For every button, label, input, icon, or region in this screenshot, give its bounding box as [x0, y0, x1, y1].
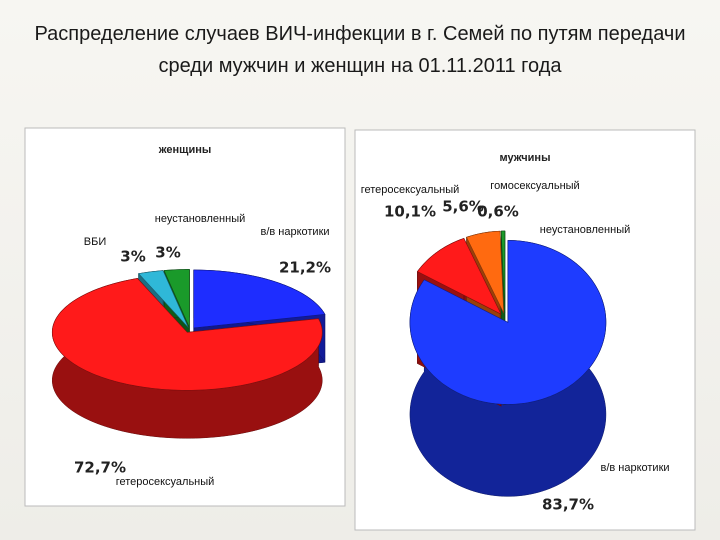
slice	[137, 270, 189, 328]
category-label: гомосексуальный	[490, 180, 579, 192]
value-label: 21,2%	[279, 259, 331, 277]
category-label: неустановленный	[155, 213, 246, 225]
category-label: гетеросексуальный	[116, 476, 215, 488]
slice	[193, 269, 326, 329]
category-label: неустановленный	[540, 224, 631, 236]
slice	[51, 278, 323, 391]
value-label: 0,6%	[477, 203, 519, 221]
value-label: 5,6%	[442, 198, 484, 216]
category-label: в/в наркотики	[260, 226, 329, 238]
slice	[466, 230, 505, 314]
category-label: гетеросексуальный	[361, 184, 460, 196]
category-label: ВБИ	[84, 236, 106, 248]
slide-title: Распределение случаев ВИЧ-инфекции в г. …	[34, 23, 686, 77]
slice	[163, 269, 190, 328]
slice	[500, 230, 506, 313]
chart-title: женщины	[158, 144, 212, 156]
value-label: 3%	[120, 248, 145, 266]
slice	[409, 240, 607, 405]
value-label: 10,1%	[384, 203, 436, 221]
value-label: 83,7%	[542, 496, 594, 514]
value-label: 3%	[155, 244, 180, 262]
chart-title: мужчины	[500, 152, 551, 164]
category-label: в/в наркотики	[600, 462, 669, 474]
value-label: 72,7%	[74, 459, 126, 477]
slice	[416, 237, 502, 315]
